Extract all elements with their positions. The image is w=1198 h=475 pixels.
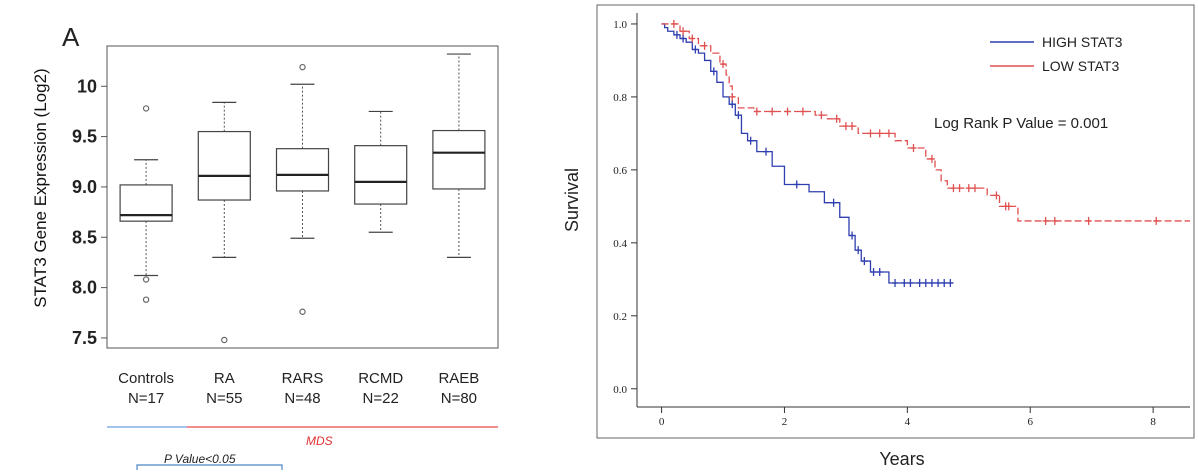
boxplot-y-tick-label: 9.0 <box>72 177 97 197</box>
box-outlier <box>221 336 228 344</box>
boxplot-y-axis-label: STAT3 Gene Expression (Log2) <box>31 68 50 307</box>
box-body <box>275 148 330 192</box>
survival-y-axis: 0.0 0.2 0.4 0.6 0.8 1.0 <box>613 19 637 396</box>
box-outlier <box>142 276 150 283</box>
survival-legend: HIGH STAT3 LOW STAT3 <box>990 34 1123 74</box>
boxplot-sample-size: N=48 <box>284 390 320 407</box>
box-body <box>197 130 251 201</box>
boxplot-panel: A STAT3 Gene Expression (Log2) 7.5 8.0 8.5… <box>31 22 499 470</box>
survival-x-tick-label: 2 <box>782 416 788 428</box>
boxplot-y-tick-label: 8.5 <box>72 227 97 247</box>
box-body <box>354 145 408 205</box>
box-outlier <box>299 308 306 315</box>
survival-outer-frame <box>596 4 1195 439</box>
boxplot-category-label: RARS <box>282 370 324 387</box>
boxplot-category-label: Controls <box>118 370 174 387</box>
survival-x-tick-label: 4 <box>905 416 911 428</box>
boxplot-y-tick-label: 8.0 <box>72 278 97 298</box>
boxplot-sample-size: N=80 <box>441 390 477 407</box>
boxplot-category-label: RCMD <box>358 370 403 387</box>
survival-y-tick-label: 0.0 <box>613 384 627 396</box>
boxplot-x-axis: Controls N=17 RA N=55 RARS N=48 RCMD N=22 RAEB N=… <box>118 370 479 407</box>
box-ra <box>197 101 251 344</box>
boxplot-y-tick-label: 10 <box>77 76 97 96</box>
boxplot-sample-size: N=17 <box>128 390 164 407</box>
survival-y-axis-label: Survival <box>562 168 582 232</box>
pvalue-label: P Value<0.05 <box>164 452 236 466</box>
survival-y-tick-label: 0.8 <box>613 92 627 104</box>
panel-label: A <box>62 22 80 52</box>
box-raeb <box>432 53 486 258</box>
legend-label-high: HIGH STAT3 <box>1042 34 1123 50</box>
boxplot-y-tick-label: 7.5 <box>72 328 97 348</box>
boxplot-boxes <box>119 53 486 344</box>
survival-y-tick-label: 0.2 <box>613 311 627 323</box>
boxplot-category-label: RA <box>214 370 235 387</box>
survival-y-tick-label: 0.4 <box>613 238 627 250</box>
survival-curve-line <box>661 23 954 284</box>
survival-x-tick-label: 0 <box>659 416 665 428</box>
survival-curves <box>661 19 1190 287</box>
box-body <box>432 129 486 190</box>
boxplot-y-tick-label: 9.5 <box>72 127 97 147</box>
box-controls <box>119 105 173 303</box>
boxplot-sample-size: N=22 <box>363 390 399 407</box>
boxplot-y-axis: 7.5 8.0 8.5 9.0 9.5 10 <box>72 76 107 348</box>
survival-x-axis-label: Years <box>879 449 924 469</box>
survival-x-tick-label: 8 <box>1150 416 1156 428</box>
boxplot-sample-size: N=55 <box>206 390 242 407</box>
survival-x-tick-label: 6 <box>1027 416 1033 428</box>
box-outlier <box>299 63 306 71</box>
boxplot-plot-frame <box>106 45 499 349</box>
logrank-annotation: Log Rank P Value = 0.001 <box>934 115 1108 132</box>
legend-label-low: LOW STAT3 <box>1042 58 1119 74</box>
survival-x-axis: 0 2 4 6 8 <box>659 407 1156 428</box>
survival-curve-line <box>661 23 1190 222</box>
survival-y-tick-label: 1.0 <box>613 19 627 31</box>
survival-series-low <box>661 19 1190 225</box>
boxplot-category-label: RAEB <box>438 370 479 387</box>
box-rcmd <box>354 110 408 233</box>
mds-label: MDS <box>306 434 333 448</box>
pvalue-bracket <box>136 464 283 470</box>
box-outlier <box>142 105 150 112</box>
survival-y-tick-label: 0.6 <box>613 165 627 177</box>
box-outlier <box>142 296 150 303</box>
box-rars <box>275 63 330 315</box>
survival-series-high <box>661 23 954 287</box>
